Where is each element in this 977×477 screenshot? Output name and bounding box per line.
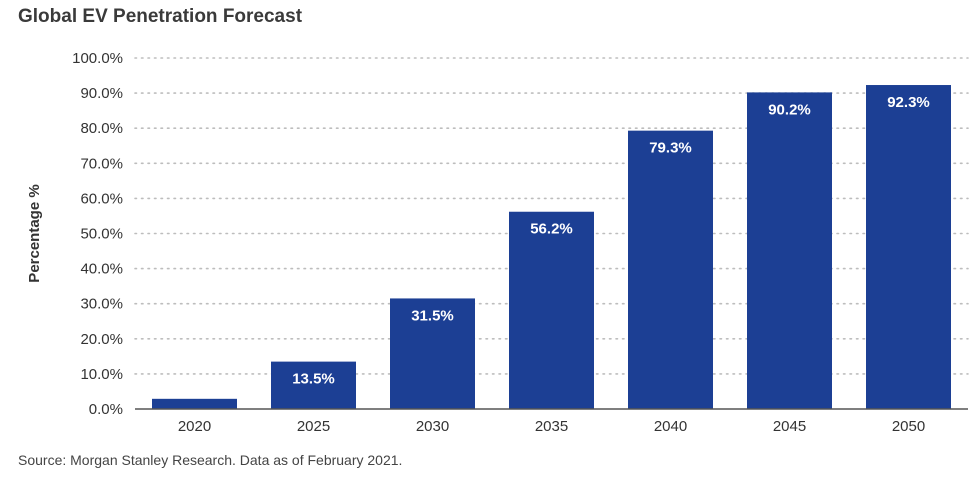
x-tick-label: 2020 <box>178 418 211 435</box>
y-tick-label: 60.0% <box>80 190 123 207</box>
y-axis-label: Percentage % <box>26 184 43 282</box>
x-axis-ticks: 2020 2025 2030 2035 2040 2045 2050 <box>178 418 925 435</box>
y-tick-label: 50.0% <box>80 226 123 243</box>
bar-data-label: 90.2% <box>768 101 811 118</box>
source-note: Source: Morgan Stanley Research. Data as… <box>18 452 403 468</box>
y-tick-label: 30.0% <box>80 296 123 313</box>
bar-data-label: 31.5% <box>411 307 454 324</box>
x-tick-label: 2030 <box>416 418 449 435</box>
y-tick-label: 80.0% <box>80 120 123 137</box>
bar-data-label: 56.2% <box>530 221 573 238</box>
y-tick-label: 100.0% <box>72 50 123 67</box>
bar <box>747 92 832 409</box>
y-tick-label: 0.0% <box>89 401 123 418</box>
y-axis-ticks: 0.0% 10.0% 20.0% 30.0% 40.0% 50.0% 60.0% 70.0% 8… <box>72 50 123 418</box>
chart-title: Global EV Penetration Forecast <box>18 6 303 27</box>
bar-data-label: 13.5% <box>292 371 335 388</box>
bar-data-label: 79.3% <box>649 140 692 157</box>
y-tick-label: 40.0% <box>80 261 123 278</box>
y-tick-label: 10.0% <box>80 366 123 383</box>
bar <box>509 211 594 409</box>
x-tick-label: 2035 <box>535 418 568 435</box>
bar <box>390 298 475 409</box>
y-tick-label: 20.0% <box>80 331 123 348</box>
x-tick-label: 2050 <box>892 418 925 435</box>
bar-data-label: 2.9% <box>177 408 211 425</box>
y-tick-label: 90.0% <box>80 85 123 102</box>
x-tick-label: 2045 <box>773 418 806 435</box>
x-tick-label: 2025 <box>297 418 330 435</box>
bar-data-label: 92.3% <box>887 94 930 111</box>
bar <box>866 85 951 409</box>
x-tick-label: 2040 <box>654 418 687 435</box>
y-tick-label: 70.0% <box>80 155 123 172</box>
bar <box>271 361 356 409</box>
bar <box>152 398 237 409</box>
bar <box>628 130 713 410</box>
bars: 2.9% 13.5% 31.5% 56.2% 79.3% 90.2% 92.3% <box>152 85 951 425</box>
